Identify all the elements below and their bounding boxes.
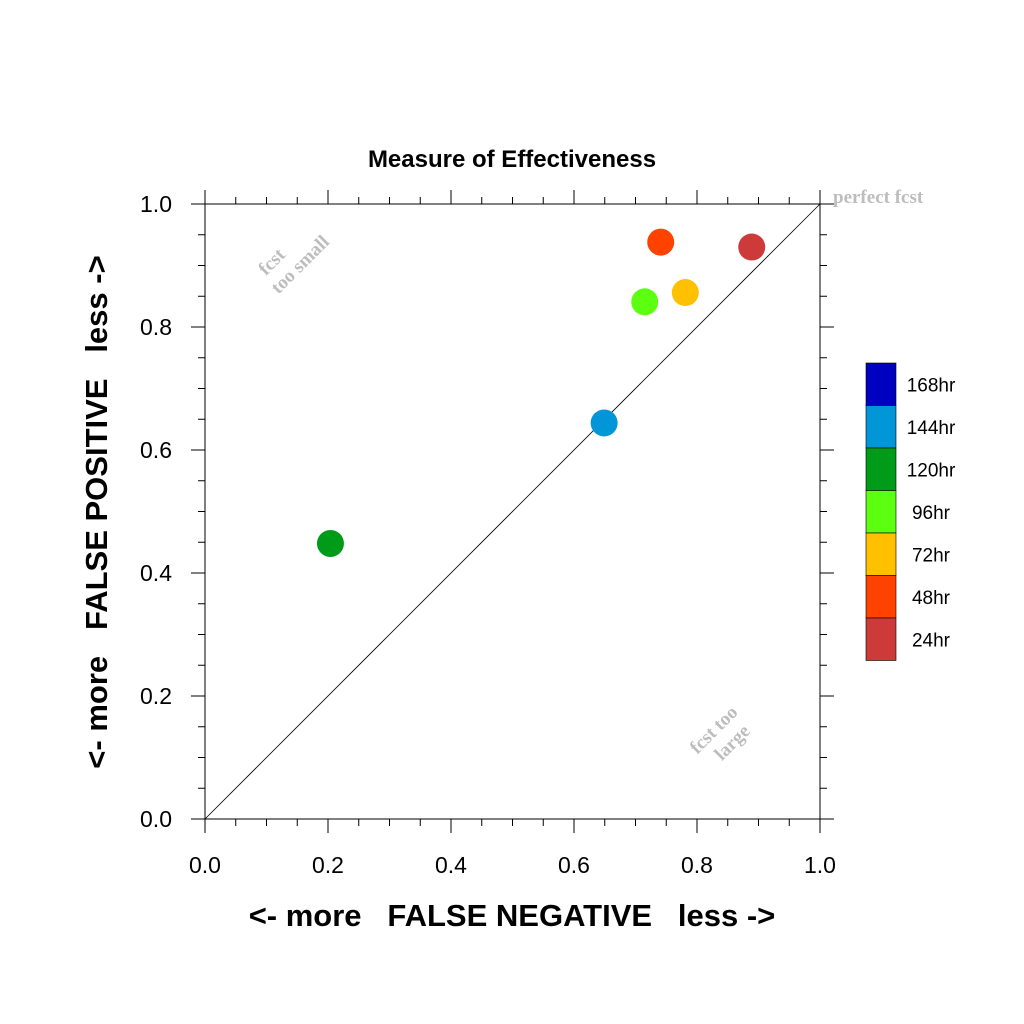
point-24hr bbox=[738, 233, 766, 261]
y-tick-label: 0.4 bbox=[140, 560, 172, 586]
legend-label-120hr: 120hr bbox=[907, 460, 956, 481]
x-tick-labels: 0.0 0.2 0.4 0.6 0.8 1.0 bbox=[189, 852, 836, 878]
y-tick-label: 0.6 bbox=[140, 437, 172, 463]
point-96hr bbox=[631, 288, 659, 316]
perfect-fcst-label: perfect fcst bbox=[833, 187, 924, 208]
x-tick-label: 0.4 bbox=[435, 852, 467, 878]
y-tick-label: 1.0 bbox=[140, 191, 172, 217]
x-tick-label: 0.8 bbox=[681, 852, 713, 878]
y-axis-label: <- more FALSE POSITIVE less -> bbox=[79, 255, 114, 768]
legend-swatch-48hr bbox=[865, 575, 897, 619]
legend-swatch-120hr bbox=[865, 447, 897, 491]
legend-swatch-24hr bbox=[865, 617, 897, 661]
x-axis-label: <- more FALSE NEGATIVE less -> bbox=[249, 898, 776, 933]
y-tick-label: 0.2 bbox=[140, 683, 172, 709]
legend-label-144hr: 144hr bbox=[907, 418, 956, 439]
legend-label-72hr: 72hr bbox=[912, 545, 951, 566]
x-tick-label: 0.0 bbox=[189, 852, 221, 878]
y-tick-label: 0.8 bbox=[140, 314, 172, 340]
legend: 168hr 144hr 120hr 96hr 72hr 48hr 24hr bbox=[865, 362, 956, 661]
y-tick-labels: 0.0 0.2 0.4 0.6 0.8 1.0 bbox=[140, 191, 172, 832]
legend-label-168hr: 168hr bbox=[907, 375, 956, 396]
perfect-forecast-line bbox=[204, 203, 821, 820]
fcst-too-large-note: fcst too large bbox=[686, 702, 754, 765]
data-points bbox=[316, 228, 766, 557]
point-144hr bbox=[590, 409, 618, 437]
legend-swatch-168hr bbox=[865, 362, 897, 406]
legend-label-48hr: 48hr bbox=[912, 588, 951, 609]
y-tick-label: 0.0 bbox=[140, 806, 172, 832]
x-tick-label: 0.2 bbox=[312, 852, 344, 878]
legend-swatch-144hr bbox=[865, 405, 897, 449]
point-72hr bbox=[671, 279, 699, 307]
x-tick-label: 1.0 bbox=[804, 852, 836, 878]
point-48hr bbox=[647, 228, 675, 256]
legend-label-24hr: 24hr bbox=[912, 630, 951, 651]
legend-swatch-96hr bbox=[865, 490, 897, 534]
legend-swatch-72hr bbox=[865, 532, 897, 576]
fcst-too-small-note: fcst too small bbox=[255, 232, 334, 299]
point-120hr bbox=[316, 529, 344, 557]
x-tick-label: 0.6 bbox=[558, 852, 590, 878]
legend-label-96hr: 96hr bbox=[912, 503, 951, 524]
tick-marks bbox=[191, 190, 834, 833]
chart-title: Measure of Effectiveness bbox=[368, 146, 656, 173]
plot-frame bbox=[204, 203, 821, 820]
